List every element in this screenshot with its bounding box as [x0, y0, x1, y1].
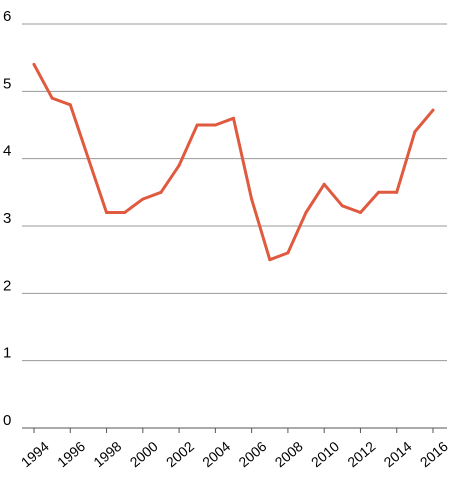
x-axis-ticks: 1994 1996 1998 2000 2002 2004 2006 2008 2010 2012…: [18, 428, 450, 470]
x-tick-label: 1998: [90, 438, 124, 470]
data-point: [322, 182, 326, 186]
y-tick-label: 6: [3, 8, 11, 25]
x-tick-label: 2002: [163, 438, 197, 470]
data-point: [250, 197, 254, 201]
x-tick-label: 2012: [344, 438, 378, 470]
x-tick-label: 2008: [272, 438, 306, 470]
data-point: [213, 123, 217, 127]
x-tick-label: 2006: [235, 438, 269, 470]
gridlines: [22, 23, 447, 429]
x-tick-label: 2004: [199, 438, 233, 470]
data-point: [68, 103, 72, 107]
data-point: [395, 190, 399, 194]
x-tick-label: 2000: [127, 438, 161, 470]
data-point: [86, 157, 90, 161]
data-point: [105, 211, 109, 215]
y-tick-label: 1: [3, 345, 11, 362]
data-point: [377, 190, 381, 194]
x-tick-label: 1996: [54, 438, 88, 470]
data-point: [268, 258, 272, 262]
data-point: [413, 130, 417, 134]
y-tick-label: 4: [3, 143, 11, 160]
data-point: [286, 251, 290, 255]
series-group: [32, 62, 435, 262]
data-point: [177, 163, 181, 167]
data-point: [431, 108, 435, 112]
y-tick-label: 0: [3, 412, 11, 429]
y-tick-label: 5: [3, 75, 11, 92]
data-point: [32, 62, 36, 66]
y-tick-label: 3: [3, 210, 11, 227]
series-line: [32, 62, 435, 262]
data-point: [50, 96, 54, 100]
data-point: [123, 211, 127, 215]
data-point: [340, 204, 344, 208]
data-point: [304, 211, 308, 215]
y-tick-label: 2: [3, 277, 11, 294]
data-point: [195, 123, 199, 127]
data-point: [159, 190, 163, 194]
data-point: [232, 116, 235, 120]
data-point: [358, 211, 362, 215]
x-tick-label: 2016: [417, 438, 450, 470]
y-axis-ticks: 0 1 2 3 4 5 6: [3, 8, 11, 429]
x-tick-label: 1994: [18, 438, 52, 470]
data-point: [141, 197, 145, 201]
x-tick-label: 2010: [308, 438, 342, 470]
x-tick-label: 2014: [381, 438, 415, 470]
